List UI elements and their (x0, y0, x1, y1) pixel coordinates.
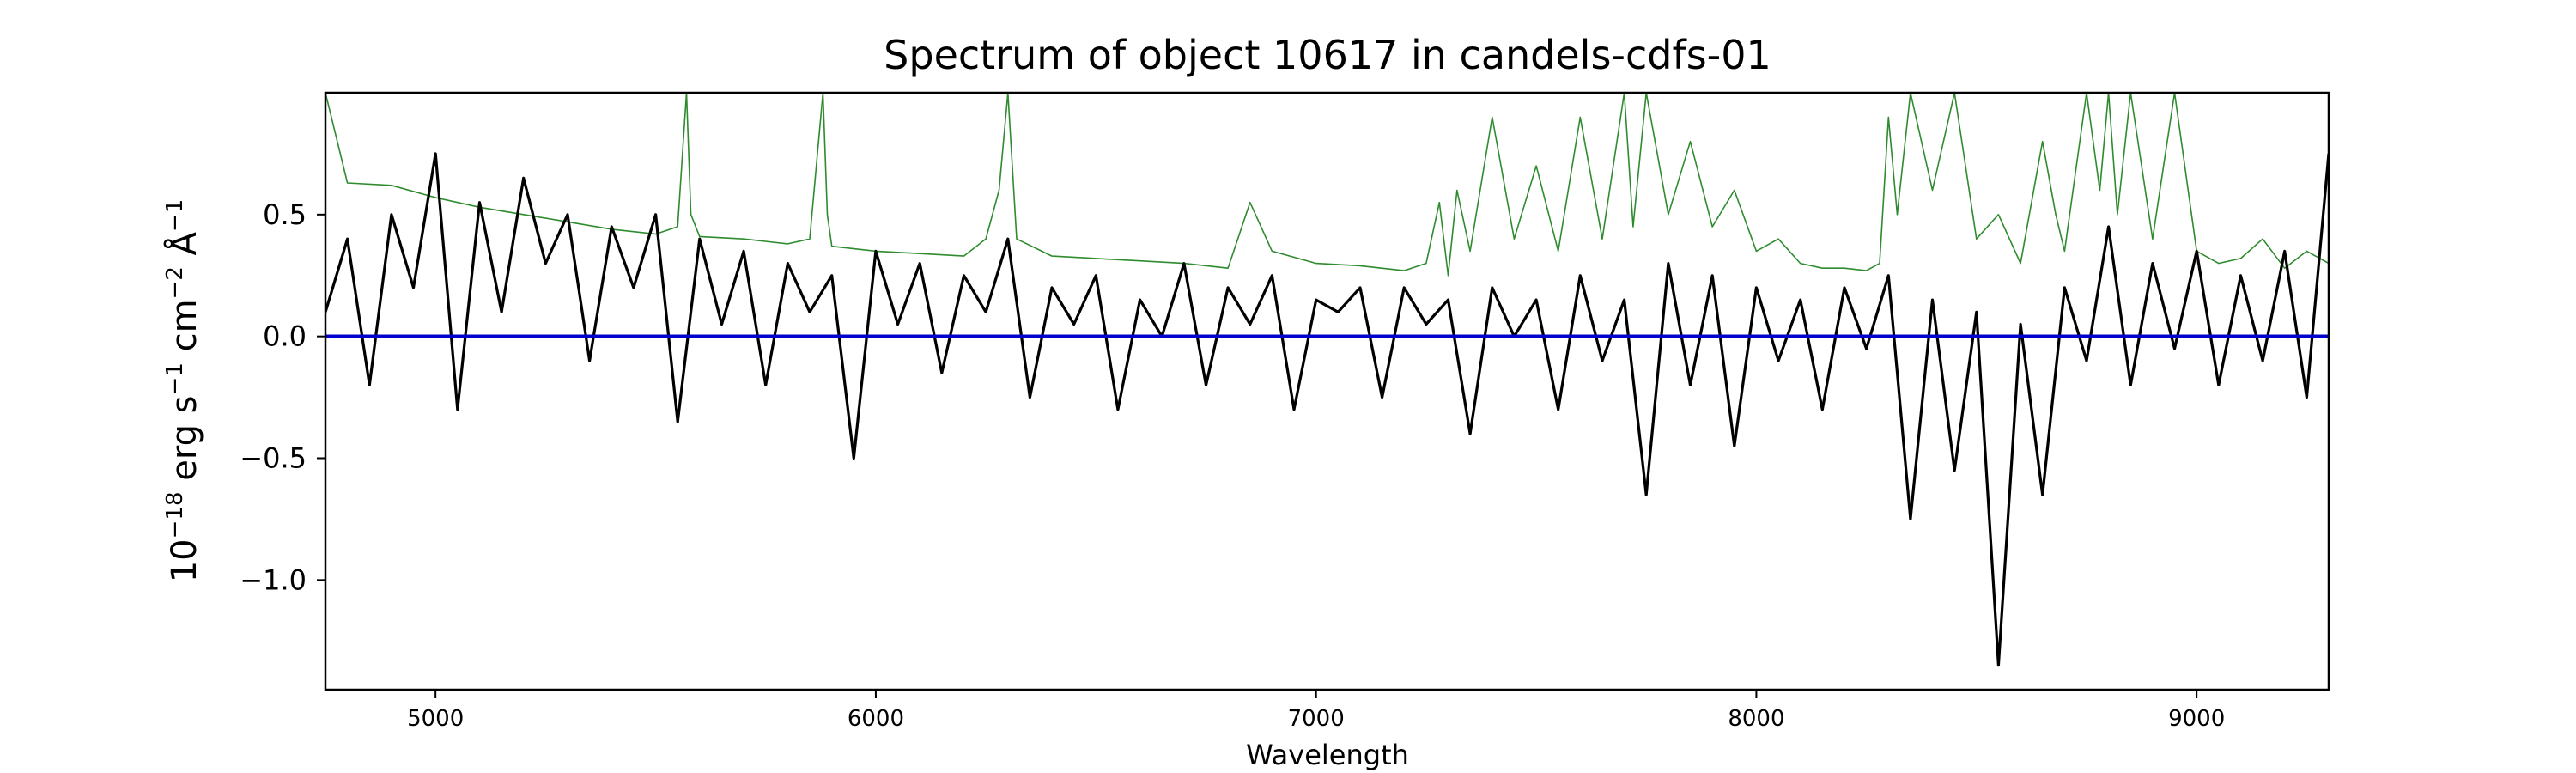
error-series-line (325, 93, 2329, 277)
y-label-exp4: −1 (162, 199, 188, 232)
y-tick-label: −1.0 (240, 563, 307, 596)
y-tick-label: 0.0 (263, 320, 307, 353)
y-tick-label: −0.5 (240, 442, 307, 475)
flux-series-line (325, 152, 2329, 667)
plot-area (325, 93, 2329, 667)
y-label-erg: erg s (165, 395, 204, 491)
y-label-ang: Å (163, 231, 204, 266)
x-tick-label: 7000 (1288, 706, 1345, 732)
axes-frame (324, 91, 2330, 691)
y-label-base: 10 (165, 539, 204, 582)
y-label-cm: cm (165, 299, 204, 362)
x-tick-label: 6000 (848, 706, 904, 732)
y-label-exp3: −2 (162, 266, 188, 299)
chart-title: Spectrum of object 10617 in candels-cdfs… (884, 32, 1771, 78)
x-axis-ticks: 5000 6000 7000 8000 9000 (407, 690, 2225, 732)
x-axis-label: Wavelength (1246, 739, 1409, 771)
x-tick-label: 8000 (1728, 706, 1784, 732)
x-tick-label: 5000 (407, 706, 464, 732)
y-label-exp1: −18 (162, 491, 188, 539)
x-tick-label: 9000 (2168, 706, 2225, 732)
y-tick-label: 0.5 (263, 198, 307, 231)
y-axis-label: 10−18 erg s−1 cm−2 Å−1 (162, 199, 204, 583)
y-axis-ticks: −1.0 −0.5 0.0 0.5 (240, 198, 325, 596)
y-label-exp2: −1 (162, 362, 188, 395)
